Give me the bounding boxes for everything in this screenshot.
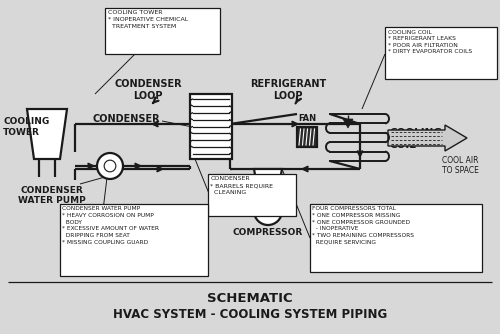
Circle shape xyxy=(254,197,282,225)
Text: FOUR COMPRESSORS TOTAL
* ONE COMPRESSOR MISSING
* ONE COMPRESSOR GROUNDED
  - IN: FOUR COMPRESSORS TOTAL * ONE COMPRESSOR … xyxy=(312,206,414,244)
Bar xyxy=(190,94,232,159)
Text: COOLING COIL
* REFRIGERANT LEAKS
* POOR AIR FILTRATION
* DIRTY EVAPORATOR COILS: COOLING COIL * REFRIGERANT LEAKS * POOR … xyxy=(388,29,471,54)
Bar xyxy=(297,127,317,147)
Text: SCHEMATIC: SCHEMATIC xyxy=(207,292,293,305)
Text: CONDENSER WATER PUMP
* HEAVY CORROSION ON PUMP
  BODY
* EXCESSIVE AMOUNT OF WATE: CONDENSER WATER PUMP * HEAVY CORROSION O… xyxy=(62,206,160,244)
Text: CONDENSER
WATER PUMP: CONDENSER WATER PUMP xyxy=(18,186,86,205)
Polygon shape xyxy=(27,109,67,159)
Circle shape xyxy=(97,153,123,179)
Circle shape xyxy=(104,160,116,172)
Text: HVAC SYSTEM - COOLING SYSTEM PIPING: HVAC SYSTEM - COOLING SYSTEM PIPING xyxy=(113,308,387,321)
Text: CONDENSER: CONDENSER xyxy=(92,114,160,124)
Text: COOL AIR
TO SPACE: COOL AIR TO SPACE xyxy=(442,156,478,175)
Bar xyxy=(60,204,208,276)
Text: CONDENSER
* BARRELS REQUIRE
  CLEANING: CONDENSER * BARRELS REQUIRE CLEANING xyxy=(210,176,274,195)
Text: COOLING
TOWER: COOLING TOWER xyxy=(3,117,49,137)
Polygon shape xyxy=(343,119,353,128)
Polygon shape xyxy=(254,169,282,197)
Text: COOLING
COIL: COOLING COIL xyxy=(390,128,443,150)
Text: FAN: FAN xyxy=(298,114,316,123)
Bar xyxy=(105,8,220,54)
Polygon shape xyxy=(388,125,467,151)
Bar xyxy=(208,174,296,216)
Bar xyxy=(385,27,497,79)
Text: COMPRESSOR: COMPRESSOR xyxy=(233,228,303,237)
Text: REFRIGERANT
LOOP: REFRIGERANT LOOP xyxy=(250,79,326,101)
Text: CONDENSER
LOOP: CONDENSER LOOP xyxy=(114,79,182,101)
Bar xyxy=(310,204,482,272)
Text: COOLING TOWER
* INOPERATIVE CHEMICAL
  TREATMENT SYSTEM: COOLING TOWER * INOPERATIVE CHEMICAL TRE… xyxy=(108,10,188,29)
